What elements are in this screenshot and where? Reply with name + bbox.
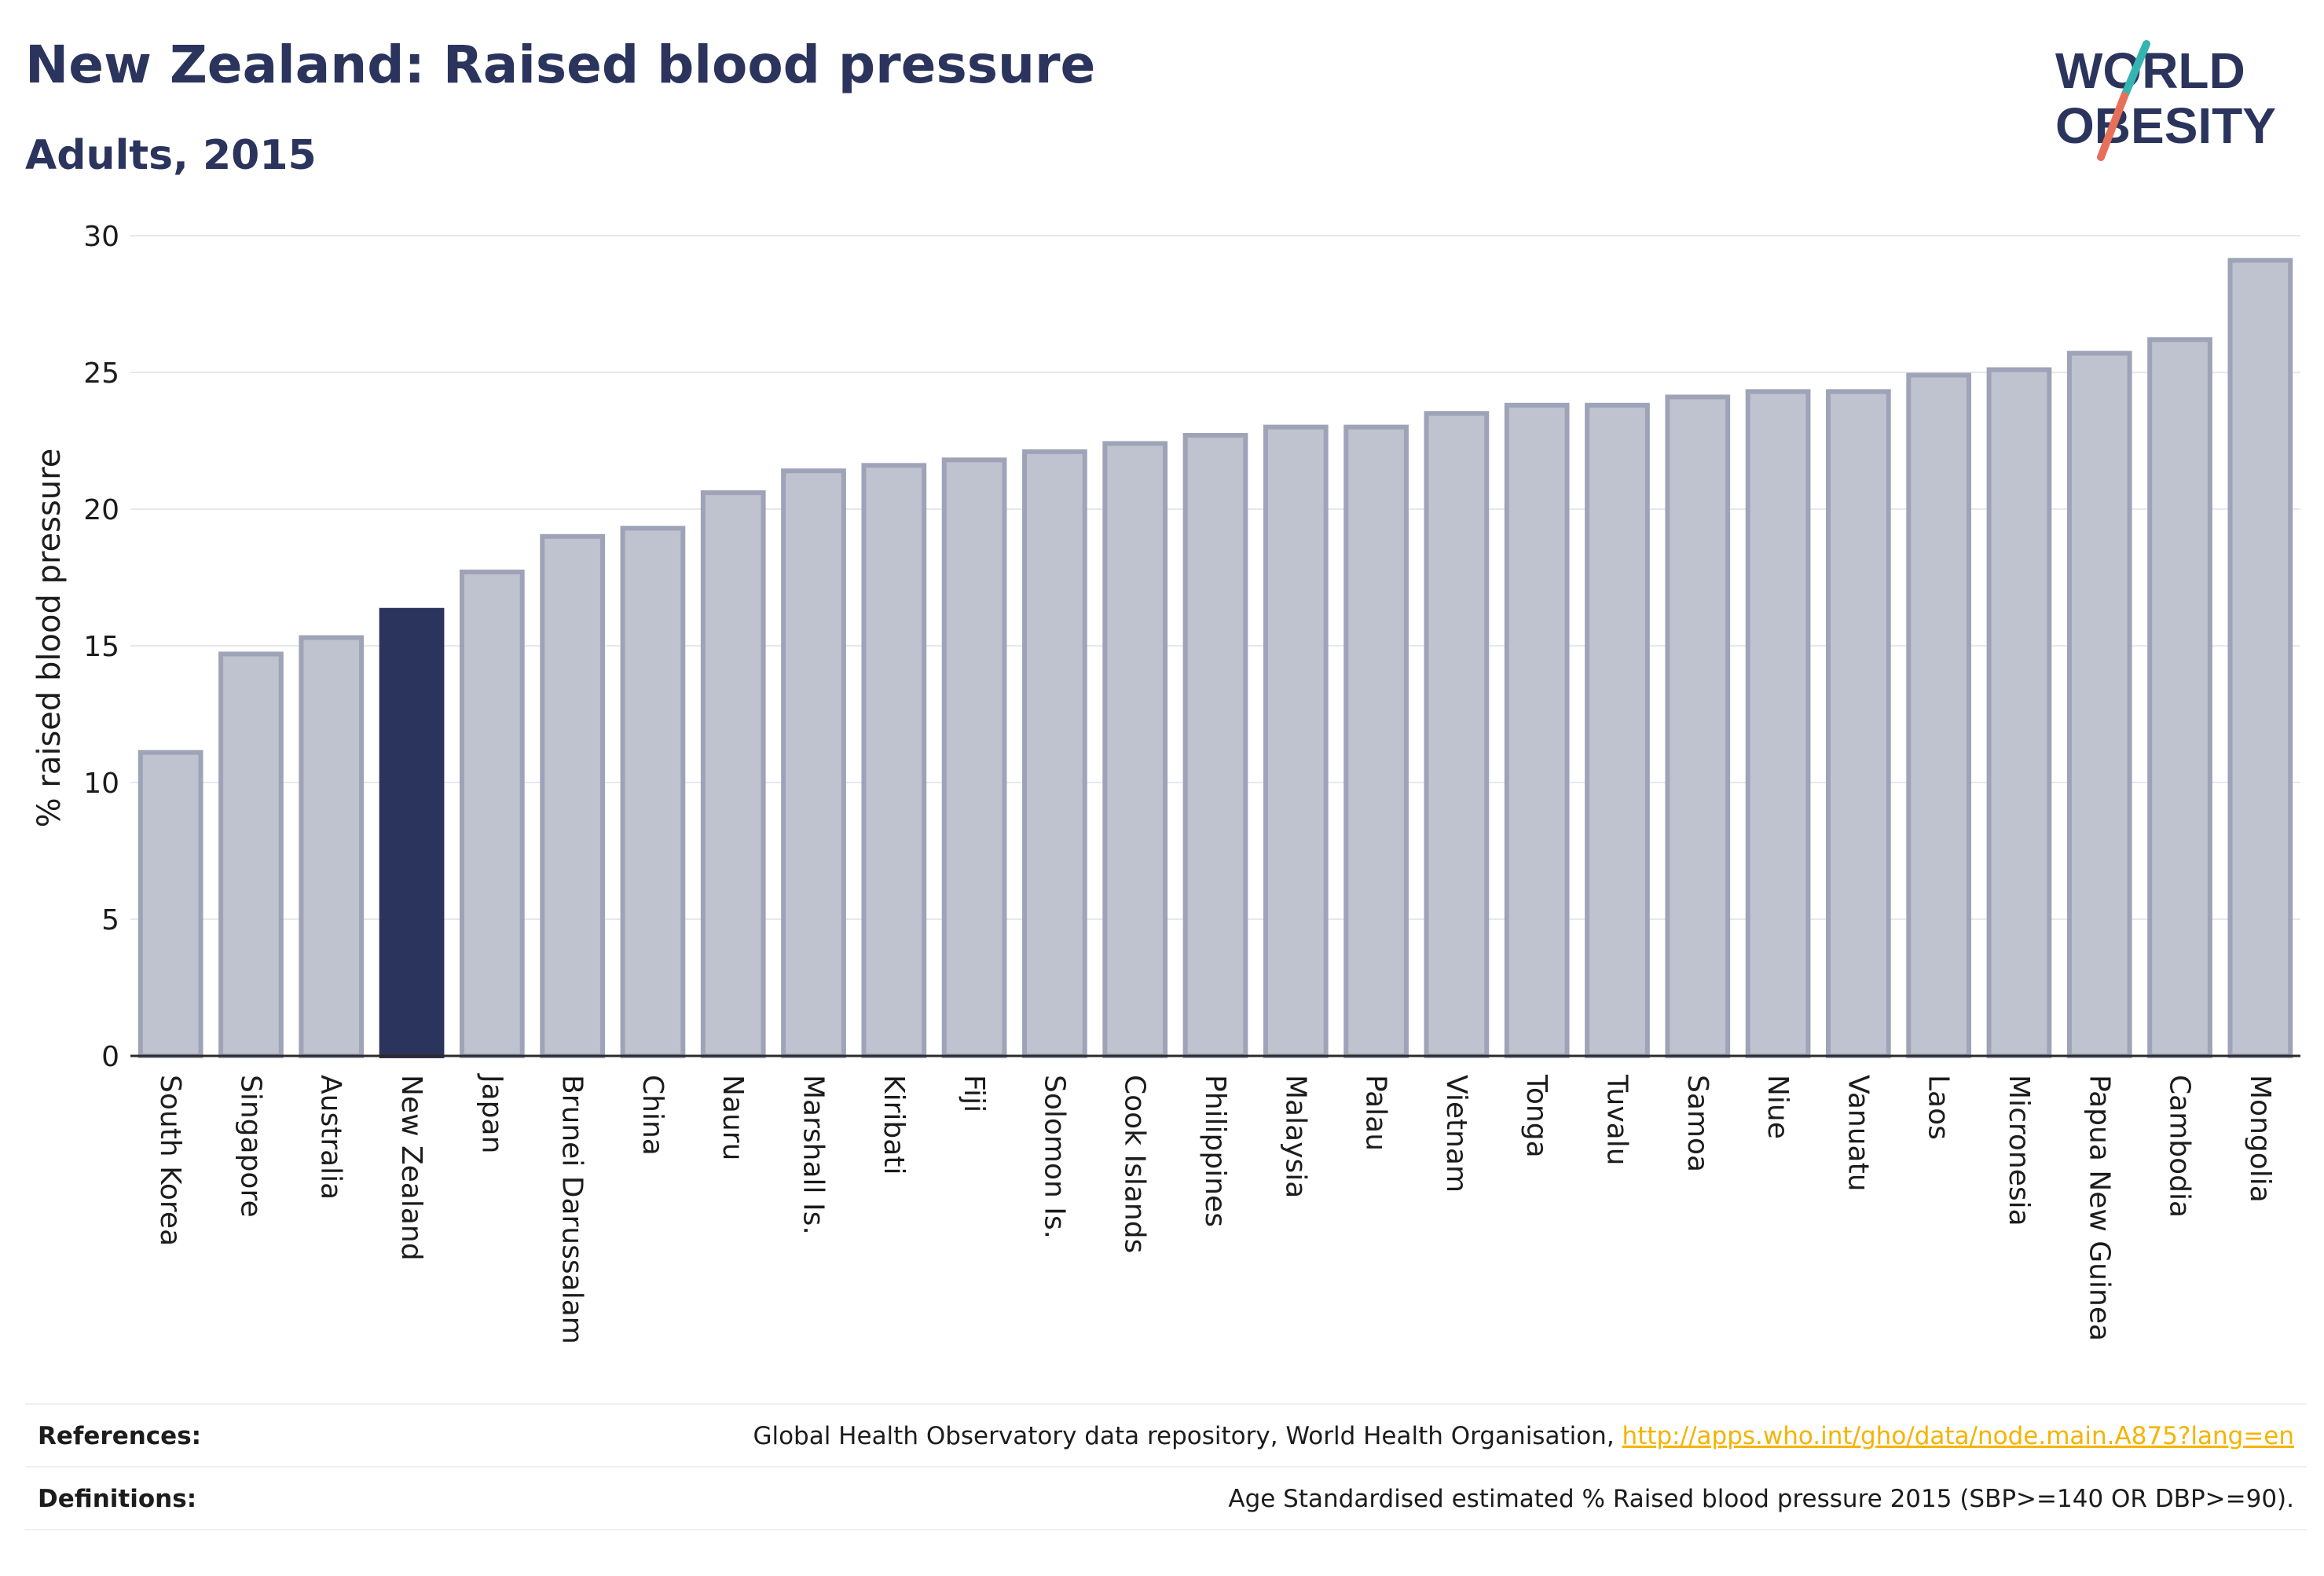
definitions-row: Definitions: Age Standardised estimated … [25,1466,2307,1529]
world-obesity-logo: WORLD OBESITY [2055,40,2276,161]
bar-palau [1343,424,1409,1058]
bar-nauru [700,490,766,1058]
x-tick-label: Vanuatu [1842,1075,1874,1192]
bar-micronesia [1986,367,2052,1058]
bar-vietnam [1424,411,1490,1058]
x-tick-label: Solomon Is. [1038,1075,1070,1239]
x-tick-label: Kiribati [878,1075,910,1175]
x-tick-label: Malaysia [1279,1075,1311,1198]
references-row: References: Global Health Observatory da… [25,1403,2307,1466]
logo-line1: WORLD [2055,42,2245,99]
bar-kiribati [861,463,927,1058]
definitions-label: Definitions: [38,1485,197,1513]
bar-south-korea [137,750,203,1058]
bar-solomon-is [1022,449,1087,1058]
y-axis-label: % raised blood pressure [31,449,68,828]
x-tick-label: Marshall Is. [797,1075,830,1235]
x-tick-label: Micronesia [2003,1075,2035,1226]
x-tick-label: Niue [1761,1075,1794,1139]
bar-brunei-darussalam [540,533,605,1058]
x-tick-label: Vietnam [1440,1075,1472,1193]
x-tick-label: Philippines [1199,1075,1231,1227]
y-tick-label: 25 [83,357,119,390]
x-tick-label: Samoa [1681,1075,1714,1172]
y-tick-label: 30 [83,221,119,253]
x-tick-label: Tonga [1520,1074,1552,1158]
bar-malaysia [1263,424,1329,1058]
references-text: Global Health Observatory data repositor… [753,1422,1622,1450]
bar-cambodia [2147,337,2212,1058]
bar-papua-new-guinea [2066,350,2132,1058]
definitions-text: Age Standardised estimated % Raised bloo… [1228,1485,2294,1513]
bar-mongolia [2227,258,2293,1058]
bar-fiji [941,457,1007,1058]
bar-layer [137,258,2293,1059]
bar-cook-islands [1102,441,1168,1058]
bar-singapore [218,651,284,1058]
y-tick-label: 5 [101,904,119,936]
bar-vanuatu [1826,389,1891,1058]
x-tick-label: Cambodia [2164,1075,2196,1218]
y-tick-label: 10 [83,768,119,800]
bar-china [620,526,686,1058]
y-tick-label: 15 [83,631,119,663]
x-tick-label: Cook Islands [1119,1075,1151,1253]
bar-japan [459,570,525,1058]
x-tick-label: Fiji [958,1075,990,1112]
references-label: References: [38,1422,202,1450]
x-tick-label: Australia [315,1075,347,1200]
logo-line2: OBESITY [2055,97,2276,154]
bar-chart: 0 5 10 15 20 25 30 South Korea Singapore Australi… [31,221,2300,1344]
y-tick-label: 0 [101,1041,119,1073]
bar-philippines [1182,433,1248,1058]
x-tick-label: Palau [1360,1075,1392,1151]
bar-new-zealand [379,607,445,1058]
x-tick-label: South Korea [154,1075,186,1246]
bar-samoa [1665,394,1731,1058]
x-tick-label: Singapore [234,1075,266,1218]
bar-tonga [1504,402,1570,1058]
logo-slash-bottom [2097,92,2128,161]
logo-slash-top [2121,40,2150,100]
x-tick-label: China [636,1075,669,1156]
y-tick-label: 20 [83,494,119,526]
x-tick-label: New Zealand [395,1075,427,1261]
x-tick-label: Mongolia [2244,1075,2276,1203]
chart-subtitle: Adults, 2015 [25,132,317,179]
x-tick-label: Laos [1923,1075,1955,1140]
footer-bottom-rule [25,1529,2307,1530]
bar-marshall-is [781,468,846,1058]
references-link[interactable]: http://apps.who.int/gho/data/node.main.A… [1622,1422,2294,1450]
bar-laos [1906,372,1972,1059]
x-tick-label: Brunei Darussalam [556,1075,588,1344]
x-tick-label: Tuvalu [1600,1074,1633,1166]
bar-niue [1745,389,1811,1058]
chart-title: New Zealand: Raised blood pressure [25,35,1096,95]
x-tick-label: Japan [475,1073,508,1153]
bar-australia [299,635,365,1058]
references-value: Global Health Observatory data repositor… [753,1422,2294,1450]
bar-tuvalu [1585,402,1650,1058]
label-layer: 0 5 10 15 20 25 30 South Korea Singapore Australi… [83,221,2276,1344]
x-tick-label: Papua New Guinea [2083,1075,2115,1341]
x-tick-label: Nauru [717,1075,749,1160]
